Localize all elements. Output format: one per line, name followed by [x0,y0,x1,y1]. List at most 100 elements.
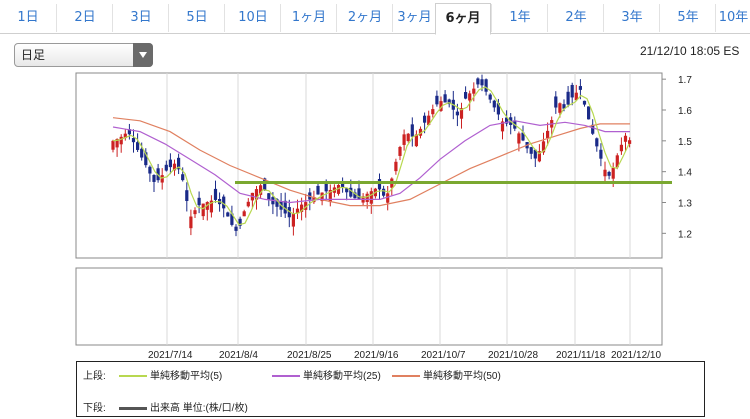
candle-body [619,144,623,152]
legend-lower-label: 下段: [83,403,106,414]
candle-body [566,91,570,105]
candle-body [353,192,357,199]
tab-1日[interactable]: 1日 [17,10,39,25]
tab-2日[interactable]: 2日 [56,4,113,32]
candle-body [410,124,414,137]
candle-body [197,197,201,206]
candle-body [140,148,144,158]
candle-body [476,78,480,85]
candle-body [111,140,115,150]
candle-body [484,79,488,92]
x-tick-label: 2021/9/16 [354,350,399,361]
candle-body [546,130,550,139]
candle-body [263,178,267,191]
candle-body [324,181,328,192]
candle-body [234,226,238,231]
candle-body [611,167,615,179]
tab-3ヶ月[interactable]: 3ヶ月 [392,4,436,32]
legend-volume: 出来高 単位:(株/口/枚) [119,399,248,414]
candle-body [295,208,300,214]
candle-body [230,213,234,225]
candle-body [500,121,505,132]
candle-body [591,124,595,134]
candle-body [443,94,447,103]
candle-body [472,88,476,94]
candle-body [418,128,423,136]
ma25-swatch [272,375,300,378]
candle-body [394,161,398,172]
legend-ma5: 単純移動平均(5) [119,367,222,382]
tab-2ヶ月[interactable]: 2ヶ月 [336,4,393,32]
tab-10日[interactable]: 10日 [224,4,281,32]
tab-5年[interactable]: 5年 [659,4,716,32]
candle-body [226,212,230,217]
period-select[interactable]: 日足 [14,43,153,67]
candle-body [517,133,521,144]
candle-body [304,202,308,210]
tab-6ヶ月[interactable]: 6ヶ月 [435,3,491,35]
candle-body [357,188,361,199]
x-tick-label: 2021/10/28 [488,350,538,361]
x-tick-label: 2021/7/14 [148,350,193,361]
legend-ma25: 単純移動平均(25) [272,367,381,382]
candle-body [607,171,611,176]
candle-body [439,101,443,111]
candle-body [402,134,406,145]
candle-body [349,187,353,197]
x-tick-label: 2021/10/7 [421,350,466,361]
candle-body [185,190,189,202]
candle-body [201,203,205,217]
candle-body [328,189,332,203]
chart-legend: 上段: 単純移動平均(5) 単純移動平均(25) 単純移動平均(50) 下段: … [76,361,705,417]
volume-panel [75,267,663,346]
tab-5日[interactable]: 5日 [168,4,225,32]
x-tick-label: 2021/11/18 [556,350,606,361]
candle-body [521,132,525,141]
candle-body [189,216,193,229]
tab-3年[interactable]: 3年 [603,4,660,32]
candle-body [558,103,562,113]
candle-body [320,192,324,202]
candle-body [615,155,619,168]
candle-body [427,115,431,126]
candle-body [464,92,468,99]
chevron-down-icon[interactable] [133,43,153,67]
legend-ma50: 単純移動平均(50) [392,367,501,382]
candle-body [291,213,295,227]
candle-body [136,142,140,150]
candle-body [131,138,136,143]
candle-body [488,94,492,100]
tab-1年[interactable]: 1年 [491,4,548,32]
candle-body [386,193,390,203]
tab-1ヶ月[interactable]: 1ヶ月 [280,4,337,32]
price-panel [75,72,663,259]
y-tick-label: 1.2 [678,229,692,240]
y-tick-label: 1.6 [678,106,692,117]
tab-10年[interactable]: 10年 [715,4,750,32]
ma5-line [112,86,630,226]
tab-3日[interactable]: 3日 [112,4,169,32]
candle-body [242,211,246,217]
candle-body [628,140,632,144]
candle-body [582,100,587,105]
candle-body [160,175,164,183]
volume-swatch [119,406,147,410]
candle-body [447,99,451,105]
candle-body [222,196,226,209]
candle-body [164,164,168,171]
period-tabs: 1日 2日 3日 5日 10日 1ヶ月 2ヶ月 3ヶ月 6ヶ月 1年 2年 3年 5年 10年 [0,0,750,35]
candle-body [123,133,127,139]
y-tick-label: 1.3 [678,199,692,210]
tab-2年[interactable]: 2年 [547,4,604,32]
candle-body [254,189,259,200]
candle-body [246,201,250,207]
candle-body [574,92,578,101]
y-tick-label: 1.4 [678,168,692,179]
x-tick-label: 2021/12/10 [611,350,661,361]
candle-body [115,139,119,148]
candle-body [119,136,123,145]
timestamp: 21/12/10 18:05 ES [640,44,740,58]
candle-body [148,166,152,174]
candle-body [172,163,177,171]
